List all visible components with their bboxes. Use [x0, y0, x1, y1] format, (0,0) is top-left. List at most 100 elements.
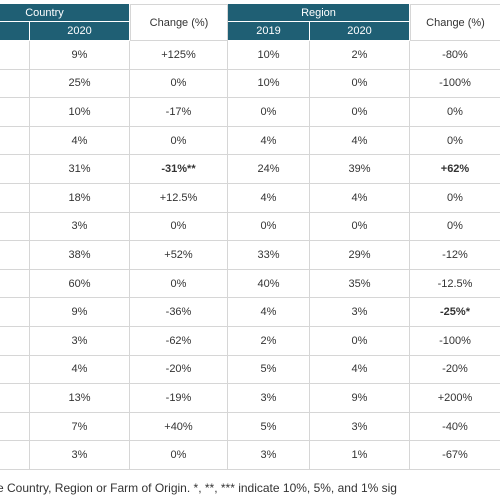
table-cell: 2%: [228, 327, 310, 356]
table-cell: 18%: [30, 184, 130, 213]
table-cell: 10%: [228, 41, 310, 70]
table-cell: %: [0, 269, 30, 299]
table-cell: 4%: [310, 126, 410, 156]
header-change: Change (%): [130, 4, 228, 41]
table-cell: -36%: [130, 298, 228, 327]
table-cell: -100%: [410, 327, 500, 356]
table-cell: 0%: [228, 98, 310, 127]
table-cell: 10%: [228, 69, 310, 99]
table-cell: 25%: [30, 69, 130, 99]
header-group: Country: [0, 4, 130, 22]
table-cell: 24%: [228, 155, 310, 184]
table-cell: +62%: [410, 155, 500, 184]
table-cell: %: [0, 241, 30, 270]
header-year: 2019: [228, 22, 310, 41]
table-cell: 4%: [30, 126, 130, 156]
table-cell: [0, 327, 30, 356]
table-cell: 4%: [228, 298, 310, 327]
table-cell: 0%: [130, 126, 228, 156]
header-year: 9: [0, 22, 30, 41]
table-cell: 9%: [30, 41, 130, 70]
header-group: Region: [228, 4, 410, 22]
table-cell: 3%: [30, 327, 130, 356]
table-cell: +125%: [130, 41, 228, 70]
table-cell: 5%: [228, 355, 310, 385]
table-cell: 4%: [228, 184, 310, 213]
table-cell: +12.5%: [130, 184, 228, 213]
table-cell: %: [0, 41, 30, 70]
table-cell: -25%*: [410, 298, 500, 327]
table-cell: 3%: [310, 412, 410, 442]
table-cell: 0%: [310, 212, 410, 242]
table-cell: +200%: [410, 384, 500, 413]
table-cell: 0%: [130, 212, 228, 242]
table-cell: -100%: [410, 70, 500, 99]
table-cell: 35%: [310, 269, 410, 299]
table-cell: 0%: [410, 213, 500, 242]
table-cell: 29%: [310, 241, 410, 270]
table-cell: 3%: [228, 441, 310, 470]
table-cell: [0, 412, 30, 442]
table-cell: %: [0, 69, 30, 99]
footnote: e Country, Region or Farm of Origin. *, …: [0, 481, 397, 495]
table-cell: 0%: [410, 184, 500, 213]
table-cell: -67%: [410, 441, 500, 470]
table-cell: -62%: [130, 327, 228, 356]
table-cell: 39%: [310, 155, 410, 184]
table-cell: 0%: [130, 441, 228, 470]
table-cell: %: [0, 155, 30, 184]
table-cell: 1%: [310, 441, 410, 470]
table-cell: 31%: [30, 155, 130, 184]
table-cell: %: [0, 98, 30, 127]
table-cell: -31%**: [130, 155, 228, 184]
table-cell: 0%: [410, 127, 500, 156]
table-cell: [0, 212, 30, 242]
table-cell: 0%: [310, 69, 410, 99]
header-year: 2020: [310, 22, 410, 41]
table-cell: 7%: [30, 412, 130, 442]
table-cell: -17%: [130, 98, 228, 127]
table-cell: 9%: [310, 384, 410, 413]
table-cell: 9%: [30, 298, 130, 327]
table-cell: 4%: [310, 355, 410, 385]
table-cell: [0, 355, 30, 385]
table-cell: [0, 441, 30, 470]
table-cell: 4%: [228, 126, 310, 156]
table-cell: %: [0, 298, 30, 327]
table-cell: 2%: [310, 41, 410, 70]
table-cell: [0, 126, 30, 156]
table-cell: -12%: [410, 241, 500, 270]
table-cell: 3%: [30, 441, 130, 470]
table-cell: -12.5%: [410, 270, 500, 299]
table-cell: +40%: [130, 412, 228, 442]
table-cell: -19%: [130, 384, 228, 413]
table-cell: -40%: [410, 413, 500, 442]
table-cell: -20%: [410, 356, 500, 385]
table-cell: 0%: [410, 98, 500, 127]
header-year: 2020: [30, 22, 130, 41]
table-cell: %: [0, 184, 30, 213]
table-cell: 0%: [130, 69, 228, 99]
table-cell: 10%: [30, 98, 130, 127]
table-cell: %: [0, 384, 30, 413]
table-cell: 0%: [310, 98, 410, 127]
table-cell: 3%: [228, 384, 310, 413]
table-cell: 60%: [30, 269, 130, 299]
header-change: Change (%): [410, 4, 500, 41]
table-cell: 3%: [30, 212, 130, 242]
table-cell: 4%: [310, 184, 410, 213]
table-cell: -20%: [130, 355, 228, 385]
table-cell: -80%: [410, 41, 500, 70]
table-cell: 3%: [310, 298, 410, 327]
table-cell: 33%: [228, 241, 310, 270]
table-cell: 40%: [228, 269, 310, 299]
table-cell: 0%: [228, 212, 310, 242]
table-cell: 38%: [30, 241, 130, 270]
table-cell: 5%: [228, 412, 310, 442]
table-cell: 4%: [30, 355, 130, 385]
table-cell: +52%: [130, 241, 228, 270]
table-cell: 0%: [310, 327, 410, 356]
table-cell: 0%: [130, 269, 228, 299]
table-cell: 13%: [30, 384, 130, 413]
